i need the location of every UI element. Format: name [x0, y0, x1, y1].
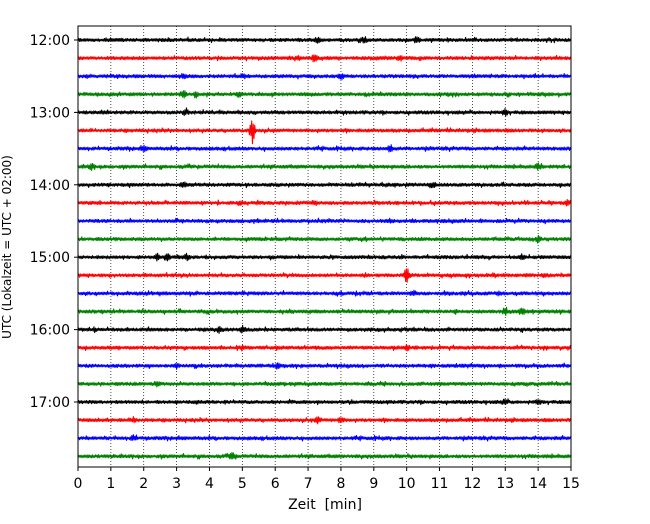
x-tick-label: 5 [238, 476, 247, 492]
trace-12:45 [77, 90, 572, 99]
trace-14:15 [77, 198, 572, 207]
x-tick-label: 4 [205, 476, 214, 492]
trace-15:15 [77, 268, 572, 283]
y-axis-label: UTC (Lokalzeit = UTC + 02:00) [0, 155, 14, 339]
y-tick-label: 14:00 [30, 178, 70, 194]
x-tick-label: 1 [106, 476, 115, 492]
trace-16:45 [77, 380, 572, 388]
trace-14:45 [77, 234, 572, 244]
trace-17:15 [77, 416, 572, 425]
x-tick-label: 13 [496, 476, 514, 492]
trace-17:00 [77, 398, 572, 406]
trace-15:45 [77, 306, 572, 317]
y-tick-label: 16:00 [30, 323, 70, 339]
x-tick-label: 2 [139, 476, 148, 492]
x-tick-label: 0 [74, 476, 83, 492]
trace-12:30 [77, 72, 572, 81]
y-axis-ticks: 12:00 13:00 14:00 15:00 16:00 17:00 [30, 33, 78, 411]
x-tick-label: 10 [398, 476, 416, 492]
trace-17:30 [77, 434, 572, 442]
trace-13:45 [77, 162, 572, 171]
trace-16:00 [77, 324, 572, 334]
trace-13:30 [77, 144, 572, 153]
y-tick-label: 12:00 [30, 33, 70, 49]
trace-15:30 [77, 289, 572, 297]
seismogram-traces [77, 36, 572, 460]
y-tick-label: 17:00 [30, 395, 70, 411]
y-tick-label: 15:00 [30, 250, 70, 266]
x-tick-label: 8 [336, 476, 345, 492]
trace-17:45 [77, 451, 572, 460]
x-axis-label: Zeit [min] [288, 497, 362, 513]
trace-15:00 [77, 252, 572, 262]
x-tick-label: 15 [562, 476, 580, 492]
trace-13:15 [77, 120, 572, 145]
trace-12:15 [77, 54, 572, 63]
x-tick-label: 7 [304, 476, 313, 492]
x-tick-label: 14 [529, 476, 547, 492]
trace-14:00 [77, 181, 572, 189]
trace-16:15 [77, 343, 572, 352]
x-tick-label: 12 [463, 476, 481, 492]
y-tick-label: 13:00 [30, 105, 70, 121]
x-tick-label: 6 [271, 476, 280, 492]
x-axis-ticks: 0 1 2 3 4 5 6 7 8 9 10 11 12 13 14 15 [74, 467, 580, 492]
plot-frame [77, 25, 572, 468]
x-tick-label: 11 [431, 476, 449, 492]
trace-16:30 [77, 362, 572, 370]
x-tick-label: 3 [172, 476, 181, 492]
trace-14:30 [77, 217, 572, 225]
x-tick-label: 9 [369, 476, 378, 492]
trace-13:00 [77, 107, 572, 117]
trace-12:00 [77, 36, 572, 44]
